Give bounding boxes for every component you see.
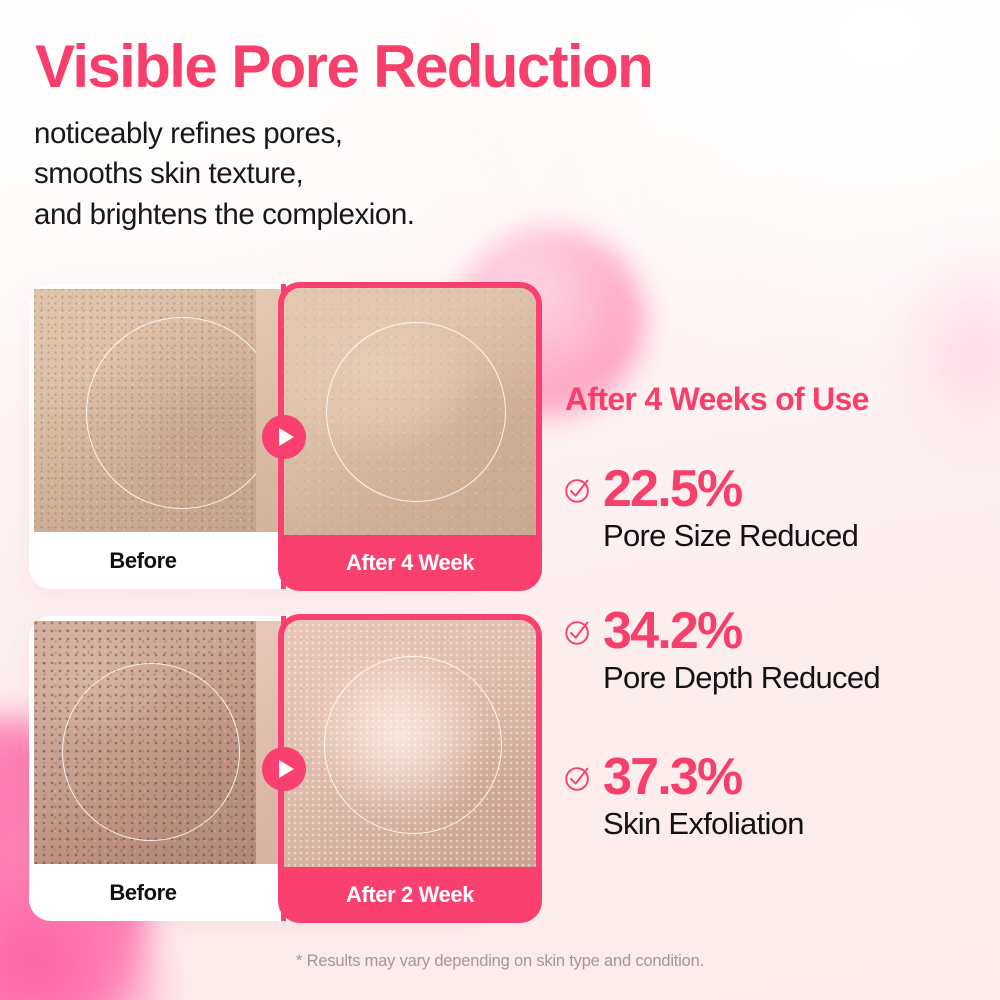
before-label: Before xyxy=(109,547,177,573)
check-circle-icon xyxy=(563,475,593,505)
skin-texture-after xyxy=(284,620,536,867)
stat-label: Pore Size Reduced xyxy=(603,518,859,553)
stat-item: 37.3% Skin Exfoliation xyxy=(563,751,804,842)
stats-heading: After 4 Weeks of Use xyxy=(565,381,869,417)
after-label: After 4 Week xyxy=(345,550,475,575)
subtitle-line-1: noticeably refines pores, xyxy=(34,117,343,150)
play-triangle-icon xyxy=(262,746,306,791)
after-photo xyxy=(284,288,536,535)
disclaimer-text: * Results may vary depending on skin typ… xyxy=(296,952,704,970)
check-circle-icon xyxy=(563,763,593,793)
decorative-pink-glow-right xyxy=(900,250,1000,450)
check-circle-icon xyxy=(563,617,593,647)
stat-item: 34.2% Pore Depth Reduced xyxy=(563,602,881,696)
after-panel: After 2 Week xyxy=(278,614,542,923)
stat-label: Skin Exfoliation xyxy=(603,806,804,841)
before-after-card: Before After 2 Week xyxy=(29,614,542,923)
stat-value: 37.3% xyxy=(603,748,743,806)
after-photo xyxy=(284,620,536,867)
play-triangle-icon xyxy=(262,414,306,459)
skin-texture-after xyxy=(284,288,536,535)
before-label: Before xyxy=(109,879,177,905)
before-photo xyxy=(34,289,257,532)
stat-value: 34.2% xyxy=(603,602,743,660)
before-photo xyxy=(34,621,257,864)
skin-texture-before xyxy=(34,289,257,532)
after-label: After 2 Week xyxy=(345,882,475,907)
after-photo-slot xyxy=(284,620,536,867)
page-subtitle: noticeably refines pores, smooths skin t… xyxy=(34,114,415,235)
page-title: Visible Pore Reduction xyxy=(35,33,654,100)
subtitle-line-3: and brightens the complexion. xyxy=(34,197,415,231)
before-after-card: Before After 4 Week xyxy=(29,282,542,591)
after-panel: After 4 Week xyxy=(278,282,542,591)
subtitle-line-2: smooths skin texture, xyxy=(34,157,304,191)
skin-texture-before xyxy=(34,621,257,864)
stat-item: 22.5% Pore Size Reduced xyxy=(563,460,859,554)
stat-label: Pore Depth Reduced xyxy=(603,660,881,695)
after-photo-slot xyxy=(284,288,536,535)
stat-value: 22.5% xyxy=(603,460,743,518)
